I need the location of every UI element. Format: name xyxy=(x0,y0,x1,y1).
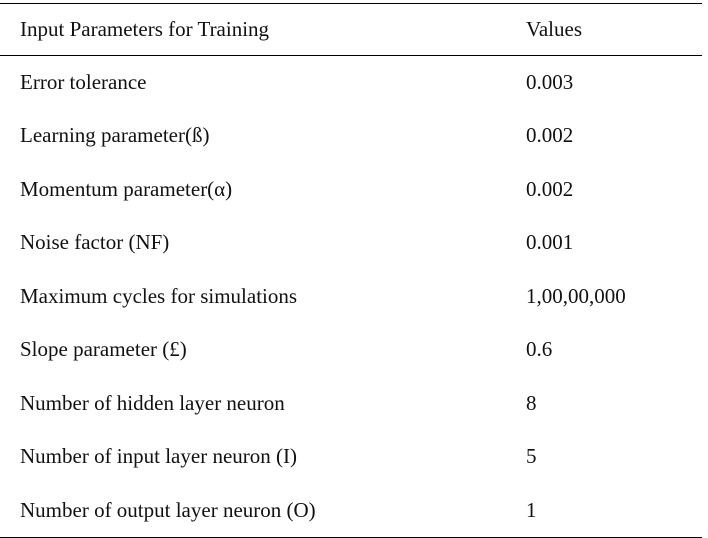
parameter-value: 0.002 xyxy=(526,176,574,201)
parameter-name: Number of input layer neuron (I) xyxy=(20,444,297,469)
table-header: Input Parameters for Training Values xyxy=(0,3,702,56)
parameter-value: 0.003 xyxy=(526,70,574,94)
parameter-value: 8 xyxy=(526,390,537,415)
parameter-value: 0.002 xyxy=(526,123,574,148)
header-value: Values xyxy=(526,17,582,41)
parameter-name: Maximum cycles for simulations xyxy=(20,283,298,308)
parameter-value: 5 xyxy=(526,444,537,469)
parameter-value: 0.001 xyxy=(526,230,574,255)
table-row: Number of hidden layer neuron 8 xyxy=(0,377,702,431)
parameter-name: Number of hidden layer neuron xyxy=(20,390,285,415)
table-row: Learning parameter(ß) 0.002 xyxy=(0,109,702,163)
parameter-value: 1,00,00,000 xyxy=(526,283,626,308)
parameter-name: Number of output layer neuron (O) xyxy=(20,497,316,522)
parameter-value: 1 xyxy=(526,497,537,522)
parameter-name: Learning parameter(ß) xyxy=(20,123,210,148)
parameter-value: 0.6 xyxy=(526,337,553,362)
table-row: Noise factor (NF) 0.001 xyxy=(0,216,702,270)
header-row: Input Parameters for Training Values xyxy=(0,3,702,56)
table-row: Momentum parameter(α) 0.002 xyxy=(0,163,702,217)
table-row: Number of output layer neuron (O) 1 xyxy=(0,484,702,537)
parameter-name: Slope parameter (£) xyxy=(20,337,187,362)
table-body: Error tolerance 0.003 Learning parameter… xyxy=(0,56,702,537)
table-row: Error tolerance 0.003 xyxy=(0,56,702,110)
table-row: Maximum cycles for simulations 1,00,00,0… xyxy=(0,270,702,324)
training-parameters-table: Input Parameters for Training Values Err… xyxy=(0,3,702,538)
table-row: Slope parameter (£) 0.6 xyxy=(0,323,702,377)
header-parameter: Input Parameters for Training xyxy=(20,17,270,41)
parameter-name: Noise factor (NF) xyxy=(20,230,170,255)
table-row: Number of input layer neuron (I) 5 xyxy=(0,430,702,484)
parameter-name: Error tolerance xyxy=(20,70,147,94)
parameter-name: Momentum parameter(α) xyxy=(20,176,233,201)
